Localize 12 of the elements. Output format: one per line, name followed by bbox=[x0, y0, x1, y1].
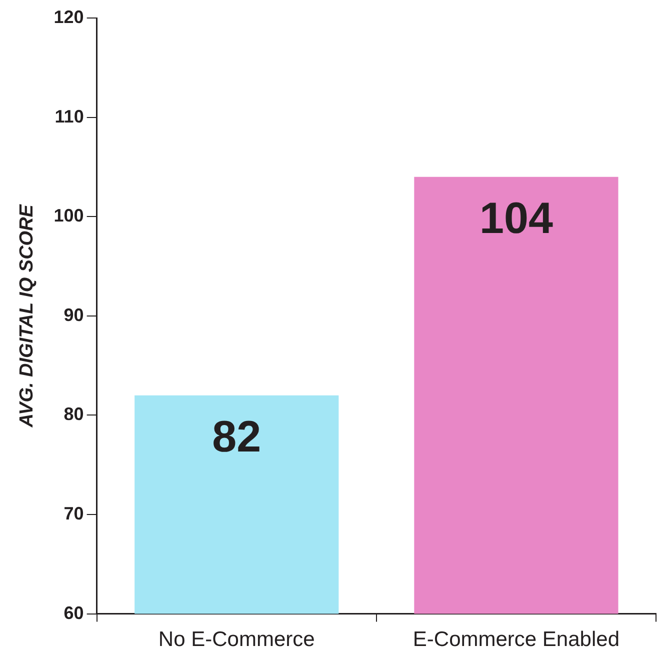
y-tick-label: 70 bbox=[64, 503, 84, 524]
y-tick-label: 80 bbox=[64, 404, 84, 424]
y-tick-label: 90 bbox=[64, 304, 84, 325]
y-axis-title: AVG. DIGITAL IQ SCORE bbox=[16, 203, 38, 428]
x-tick-label: No E-Commerce bbox=[158, 628, 315, 652]
y-tick-label: 120 bbox=[54, 6, 84, 27]
y-tick-label: 60 bbox=[64, 602, 84, 623]
x-tick-label: E-Commerce Enabled bbox=[412, 628, 620, 652]
data-label: 82 bbox=[212, 412, 262, 462]
y-tick-label: 100 bbox=[54, 206, 84, 226]
y-tick-label: 110 bbox=[54, 106, 84, 126]
data-label: 104 bbox=[479, 194, 554, 244]
